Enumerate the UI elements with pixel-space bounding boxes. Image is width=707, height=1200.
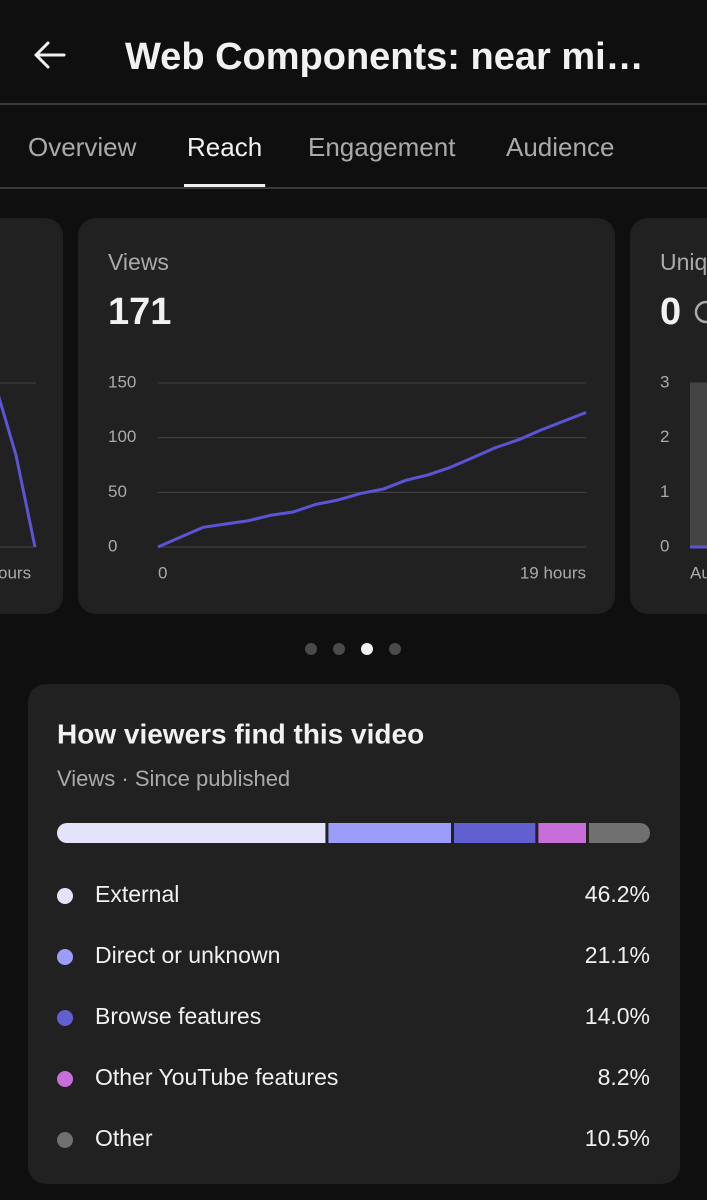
metric-title: Uniq bbox=[660, 249, 707, 275]
legend-dot bbox=[57, 949, 73, 965]
y-tick-label: 150 bbox=[108, 372, 136, 391]
bar-segment bbox=[328, 823, 452, 843]
data-line bbox=[0, 395, 37, 548]
tab[interactable]: Overview bbox=[28, 132, 137, 162]
tab[interactable]: Audience bbox=[506, 132, 614, 162]
y-tick-label: 100 bbox=[108, 427, 136, 446]
card-title: How viewers find this video bbox=[57, 718, 424, 749]
metric-title: Views bbox=[108, 249, 169, 275]
tab-bar: Overview Reach Engagement Audience bbox=[28, 132, 614, 187]
y-tick-label: 3 bbox=[660, 372, 669, 391]
bar-segment bbox=[454, 823, 536, 843]
page-dot[interactable] bbox=[305, 643, 317, 655]
legend-label: Direct or unknown bbox=[95, 942, 280, 968]
bar-segment bbox=[57, 823, 326, 843]
page-dot-active[interactable] bbox=[361, 643, 373, 655]
x-tick-label: 19 hours bbox=[520, 563, 586, 582]
legend-value: 14.0% bbox=[585, 1003, 650, 1029]
data-line bbox=[157, 411, 587, 549]
highlight-region bbox=[690, 383, 707, 547]
card-subtitle: Views · Since published bbox=[57, 766, 290, 791]
legend-label: Other YouTube features bbox=[95, 1064, 338, 1090]
legend-dot bbox=[57, 1132, 73, 1148]
info-icon[interactable] bbox=[694, 300, 707, 324]
x-axis-label: Au bbox=[690, 563, 707, 582]
traffic-card bbox=[28, 684, 680, 1184]
legend-value: 10.5% bbox=[585, 1125, 650, 1151]
page-dot[interactable] bbox=[333, 643, 345, 655]
legend-dot bbox=[57, 1071, 73, 1087]
tab[interactable]: Reach bbox=[187, 132, 262, 162]
x-axis-label: ours bbox=[0, 563, 31, 582]
y-tick-label: 50 bbox=[108, 482, 127, 501]
legend-dot bbox=[57, 1010, 73, 1026]
legend-value: 46.2% bbox=[585, 881, 650, 907]
legend-value: 8.2% bbox=[598, 1064, 650, 1090]
y-tick-label: 1 bbox=[660, 482, 669, 501]
y-tick-label: 2 bbox=[660, 427, 669, 446]
y-tick-label: 0 bbox=[108, 536, 117, 555]
back-button[interactable] bbox=[34, 41, 66, 69]
bar-segment bbox=[588, 823, 650, 843]
metric-value: 0 bbox=[660, 291, 681, 333]
tab[interactable]: Engagement bbox=[308, 132, 456, 162]
bar-segment bbox=[538, 823, 586, 843]
stacked-bar bbox=[57, 823, 650, 843]
metric-value: 171 bbox=[108, 291, 171, 333]
tab-indicator bbox=[184, 184, 266, 187]
y-tick-label: 0 bbox=[660, 536, 669, 555]
metric-card[interactable] bbox=[78, 218, 615, 614]
legend-label: Browse features bbox=[95, 1003, 261, 1029]
legend-label: External bbox=[95, 881, 179, 907]
metric-card[interactable] bbox=[0, 218, 63, 614]
page-dot[interactable] bbox=[389, 643, 401, 655]
legend-value: 21.1% bbox=[585, 942, 650, 968]
metric-card[interactable] bbox=[630, 218, 707, 614]
legend-dot bbox=[57, 888, 73, 904]
page-title: Web Components: near mi… bbox=[125, 36, 644, 78]
legend-label: Other bbox=[95, 1125, 153, 1151]
x-tick-label: 0 bbox=[158, 563, 167, 582]
